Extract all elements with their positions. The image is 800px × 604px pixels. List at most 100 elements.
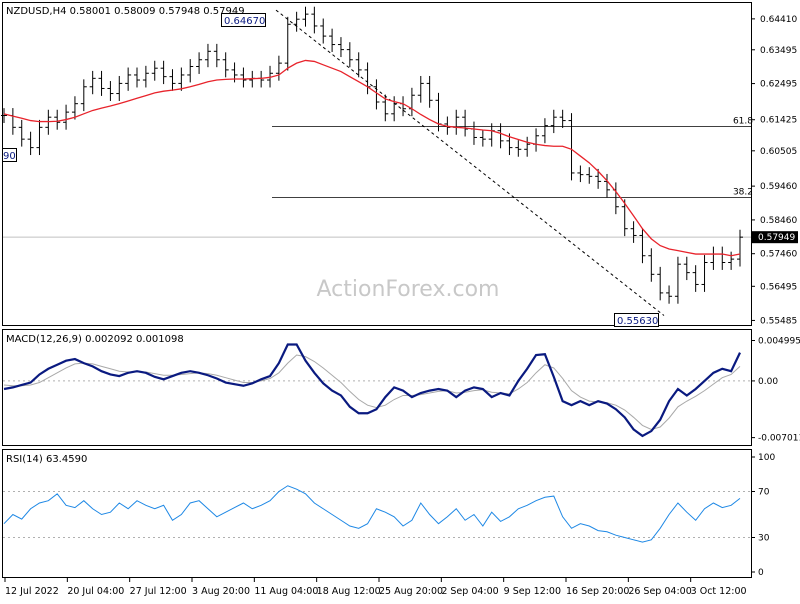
price-bar <box>603 173 610 198</box>
price-y-tick: 0.63495 <box>760 46 797 56</box>
price-bar <box>142 65 149 88</box>
price-bar <box>187 59 194 83</box>
macd-signal-line <box>3 354 741 430</box>
price-bar <box>728 251 735 270</box>
price-bar <box>178 67 185 91</box>
price-bar <box>134 67 141 88</box>
low-annotation: 0.55630 <box>614 313 659 327</box>
price-bar <box>737 229 743 267</box>
high-annotation: 0.64670 <box>221 13 266 27</box>
price-bar <box>541 118 548 144</box>
rsi-y-axis: 100 70 30 0 <box>751 453 775 578</box>
ma-line <box>3 59 741 257</box>
price-bar <box>9 108 16 135</box>
price-bar <box>692 265 699 292</box>
x-tick: 25 Aug 20:00 <box>379 586 443 597</box>
price-bar <box>630 221 637 243</box>
price-bar <box>18 119 25 147</box>
price-bar <box>329 28 336 52</box>
x-tick: 27 Jul 12:00 <box>130 586 187 597</box>
price-bar <box>391 96 398 122</box>
price-bar <box>346 42 353 68</box>
price-bar <box>497 123 504 149</box>
price-bar <box>373 79 380 110</box>
current-price-tag: 0.57949 <box>752 231 798 244</box>
price-bar <box>683 256 690 281</box>
price-bar <box>116 75 123 101</box>
price-bar <box>71 96 78 120</box>
price-bar <box>550 109 557 134</box>
price-bar <box>54 109 61 130</box>
x-tick: 18 Aug 12:00 <box>317 586 381 597</box>
x-tick: 2 Sep 04:00 <box>441 586 498 597</box>
price-bar <box>320 18 327 44</box>
macd-title: MACD(12,26,9) 0.002092 0.001098 <box>6 334 184 345</box>
rsi-y-tick: 70 <box>758 488 770 498</box>
macd-y-tick: -0.007011 <box>758 434 800 444</box>
price-bar <box>453 109 460 135</box>
price-bar <box>559 109 566 129</box>
price-bar <box>284 16 291 71</box>
macd-y-tick: 0.00 <box>758 377 778 387</box>
price-bar <box>444 116 451 135</box>
price-bar <box>275 55 282 81</box>
price-bar <box>80 79 87 112</box>
price-y-tick: 0.60505 <box>760 147 797 157</box>
price-bar <box>479 130 486 147</box>
price-bar <box>27 131 34 156</box>
price-y-tick: 0.62495 <box>760 80 797 90</box>
rsi-y-tick: 100 <box>758 453 775 463</box>
price-bar <box>213 43 220 68</box>
price-bar <box>293 11 300 32</box>
price-bar <box>515 140 522 157</box>
price-bar <box>710 246 717 270</box>
x-tick: 26 Sep 04:00 <box>628 586 691 597</box>
price-bar <box>125 67 132 91</box>
price-bar <box>408 87 415 117</box>
price-y-tick: 0.56495 <box>760 282 797 292</box>
price-bar <box>568 113 575 181</box>
price-bar <box>45 109 52 135</box>
x-axis: 12 Jul 2022 20 Jul 04:00 27 Jul 12:00 3 Aug… <box>4 578 747 597</box>
price-bar <box>1 108 7 123</box>
price-bar <box>196 52 203 74</box>
rsi-title: RSI(14) 63.4590 <box>6 454 87 465</box>
price-bar <box>302 6 309 27</box>
x-tick: 20 Jul 04:00 <box>67 586 124 597</box>
price-bar <box>701 255 708 292</box>
macd-panel-frame <box>2 329 752 446</box>
price-bar <box>577 165 584 183</box>
price-bar <box>657 266 664 301</box>
x-tick: 9 Sep 12:00 <box>504 586 561 597</box>
price-bar <box>426 75 433 108</box>
rsi-levels <box>3 491 751 538</box>
price-bar <box>470 121 477 145</box>
price-bar <box>595 168 602 189</box>
price-bar <box>160 60 167 85</box>
x-tick: 12 Jul 2022 <box>5 586 59 597</box>
high-label: 0.64670 <box>224 16 265 27</box>
price-bar <box>63 104 70 130</box>
fib-label: 61.8 <box>733 117 753 127</box>
price-panel-frame <box>2 2 752 326</box>
low-label: 0.55630 <box>617 316 658 327</box>
price-bar <box>533 128 540 152</box>
price-bar <box>400 96 407 117</box>
price-bar <box>98 70 105 96</box>
price-bar <box>355 52 362 78</box>
price-bar <box>267 65 274 88</box>
price-y-tick: 0.57460 <box>760 250 797 260</box>
price-bar <box>666 285 673 304</box>
macd-y-axis: 0.004995 0.00 -0.007011 <box>751 337 800 444</box>
price-title: NZDUSD,H4 0.58001 0.58009 0.57948 0.5794… <box>6 6 245 17</box>
price-bar <box>222 52 229 78</box>
price-bar <box>240 67 247 88</box>
price-bar <box>169 69 176 91</box>
price-bar <box>89 70 96 95</box>
price-bar <box>612 182 619 215</box>
price-bar <box>462 109 469 137</box>
left-edge-label: 90 <box>3 151 16 162</box>
price-bar <box>524 136 531 157</box>
